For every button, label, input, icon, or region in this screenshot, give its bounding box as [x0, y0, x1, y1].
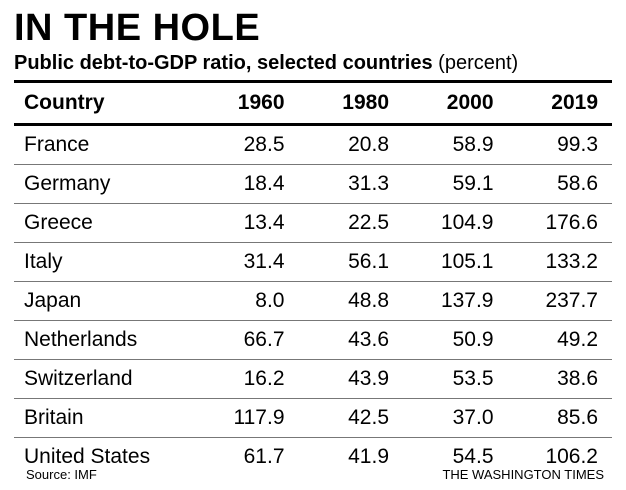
table-row: Japan 8.0 48.8 137.9 237.7 [14, 282, 612, 321]
value-cell: 66.7 [243, 328, 285, 351]
value-cell: 59.1 [452, 172, 494, 195]
value-cell: 22.5 [348, 211, 389, 234]
column-header: 1980 [342, 91, 389, 114]
country-cell: Britain [24, 406, 84, 429]
value-cell: 58.6 [557, 172, 598, 195]
value-cell: 104.9 [440, 211, 494, 234]
column-header: 2000 [446, 91, 494, 114]
value-cell: 13.4 [243, 211, 285, 234]
value-cell: 176.6 [545, 211, 598, 234]
value-cell: 54.5 [452, 445, 494, 468]
debt-table: Country 1960 1980 2000 2019 France 28.5 … [14, 80, 612, 476]
country-cell: Switzerland [24, 367, 133, 390]
chart-subtitle: Public debt-to-GDP ratio, selected count… [14, 50, 518, 76]
value-cell: 42.5 [348, 406, 389, 429]
value-cell: 117.9 [233, 406, 285, 429]
table-row: France 28.5 20.8 58.9 99.3 [14, 125, 612, 165]
value-cell: 58.9 [452, 133, 494, 156]
country-cell: Germany [24, 172, 111, 195]
value-cell: 106.2 [545, 445, 598, 468]
source-note: Source: IMF [26, 467, 97, 482]
column-header: 1960 [237, 91, 285, 114]
table-row: Greece 13.4 22.5 104.9 176.6 [14, 204, 612, 243]
subtitle-main: Public debt-to-GDP ratio, selected count… [14, 52, 433, 74]
value-cell: 43.9 [348, 367, 389, 390]
value-cell: 41.9 [348, 445, 389, 468]
table-row: Netherlands 66.7 43.6 50.9 49.2 [14, 321, 612, 360]
table-row: Germany 18.4 31.3 59.1 58.6 [14, 165, 612, 204]
value-cell: 43.6 [348, 328, 389, 351]
value-cell: 38.6 [557, 367, 598, 390]
value-cell: 99.3 [557, 133, 598, 156]
value-cell: 53.5 [452, 367, 494, 390]
table-row: United States 61.7 41.9 54.5 106.2 [14, 438, 612, 477]
country-cell: Greece [24, 211, 93, 234]
value-cell: 20.8 [348, 133, 389, 156]
table-row: Switzerland 16.2 43.9 53.5 38.6 [14, 360, 612, 399]
value-cell: 49.2 [557, 328, 598, 351]
table-row: Britain 117.9 42.5 37.0 85.6 [14, 399, 612, 438]
header-row: Country 1960 1980 2000 2019 [14, 81, 612, 125]
country-cell: France [24, 133, 90, 156]
country-cell: Netherlands [24, 328, 138, 351]
table-row: Italy 31.4 56.1 105.1 133.2 [14, 243, 612, 282]
value-cell: 31.4 [243, 250, 285, 273]
value-cell: 50.9 [452, 328, 494, 351]
value-cell: 37.0 [452, 406, 494, 429]
value-cell: 85.6 [557, 406, 598, 429]
chart-title: IN THE HOLE [14, 7, 261, 49]
country-cell: United States [24, 445, 151, 468]
value-cell: 61.7 [243, 445, 285, 468]
column-header: 2019 [551, 91, 598, 114]
publisher-credit: THE WASHINGTON TIMES [442, 467, 604, 482]
value-cell: 18.4 [243, 172, 285, 195]
value-cell: 56.1 [348, 250, 389, 273]
value-cell: 16.2 [243, 367, 285, 390]
subtitle-unit: (percent) [438, 52, 519, 74]
value-cell: 237.7 [545, 289, 598, 312]
value-cell: 133.2 [545, 250, 598, 273]
value-cell: 137.9 [440, 289, 494, 312]
country-cell: Italy [24, 250, 63, 273]
value-cell: 28.5 [243, 133, 285, 156]
value-cell: 31.3 [348, 172, 389, 195]
value-cell: 48.8 [348, 289, 389, 312]
value-cell: 8.0 [255, 289, 285, 312]
country-cell: Japan [24, 289, 82, 312]
value-cell: 105.1 [440, 250, 494, 273]
column-header: Country [24, 91, 105, 114]
